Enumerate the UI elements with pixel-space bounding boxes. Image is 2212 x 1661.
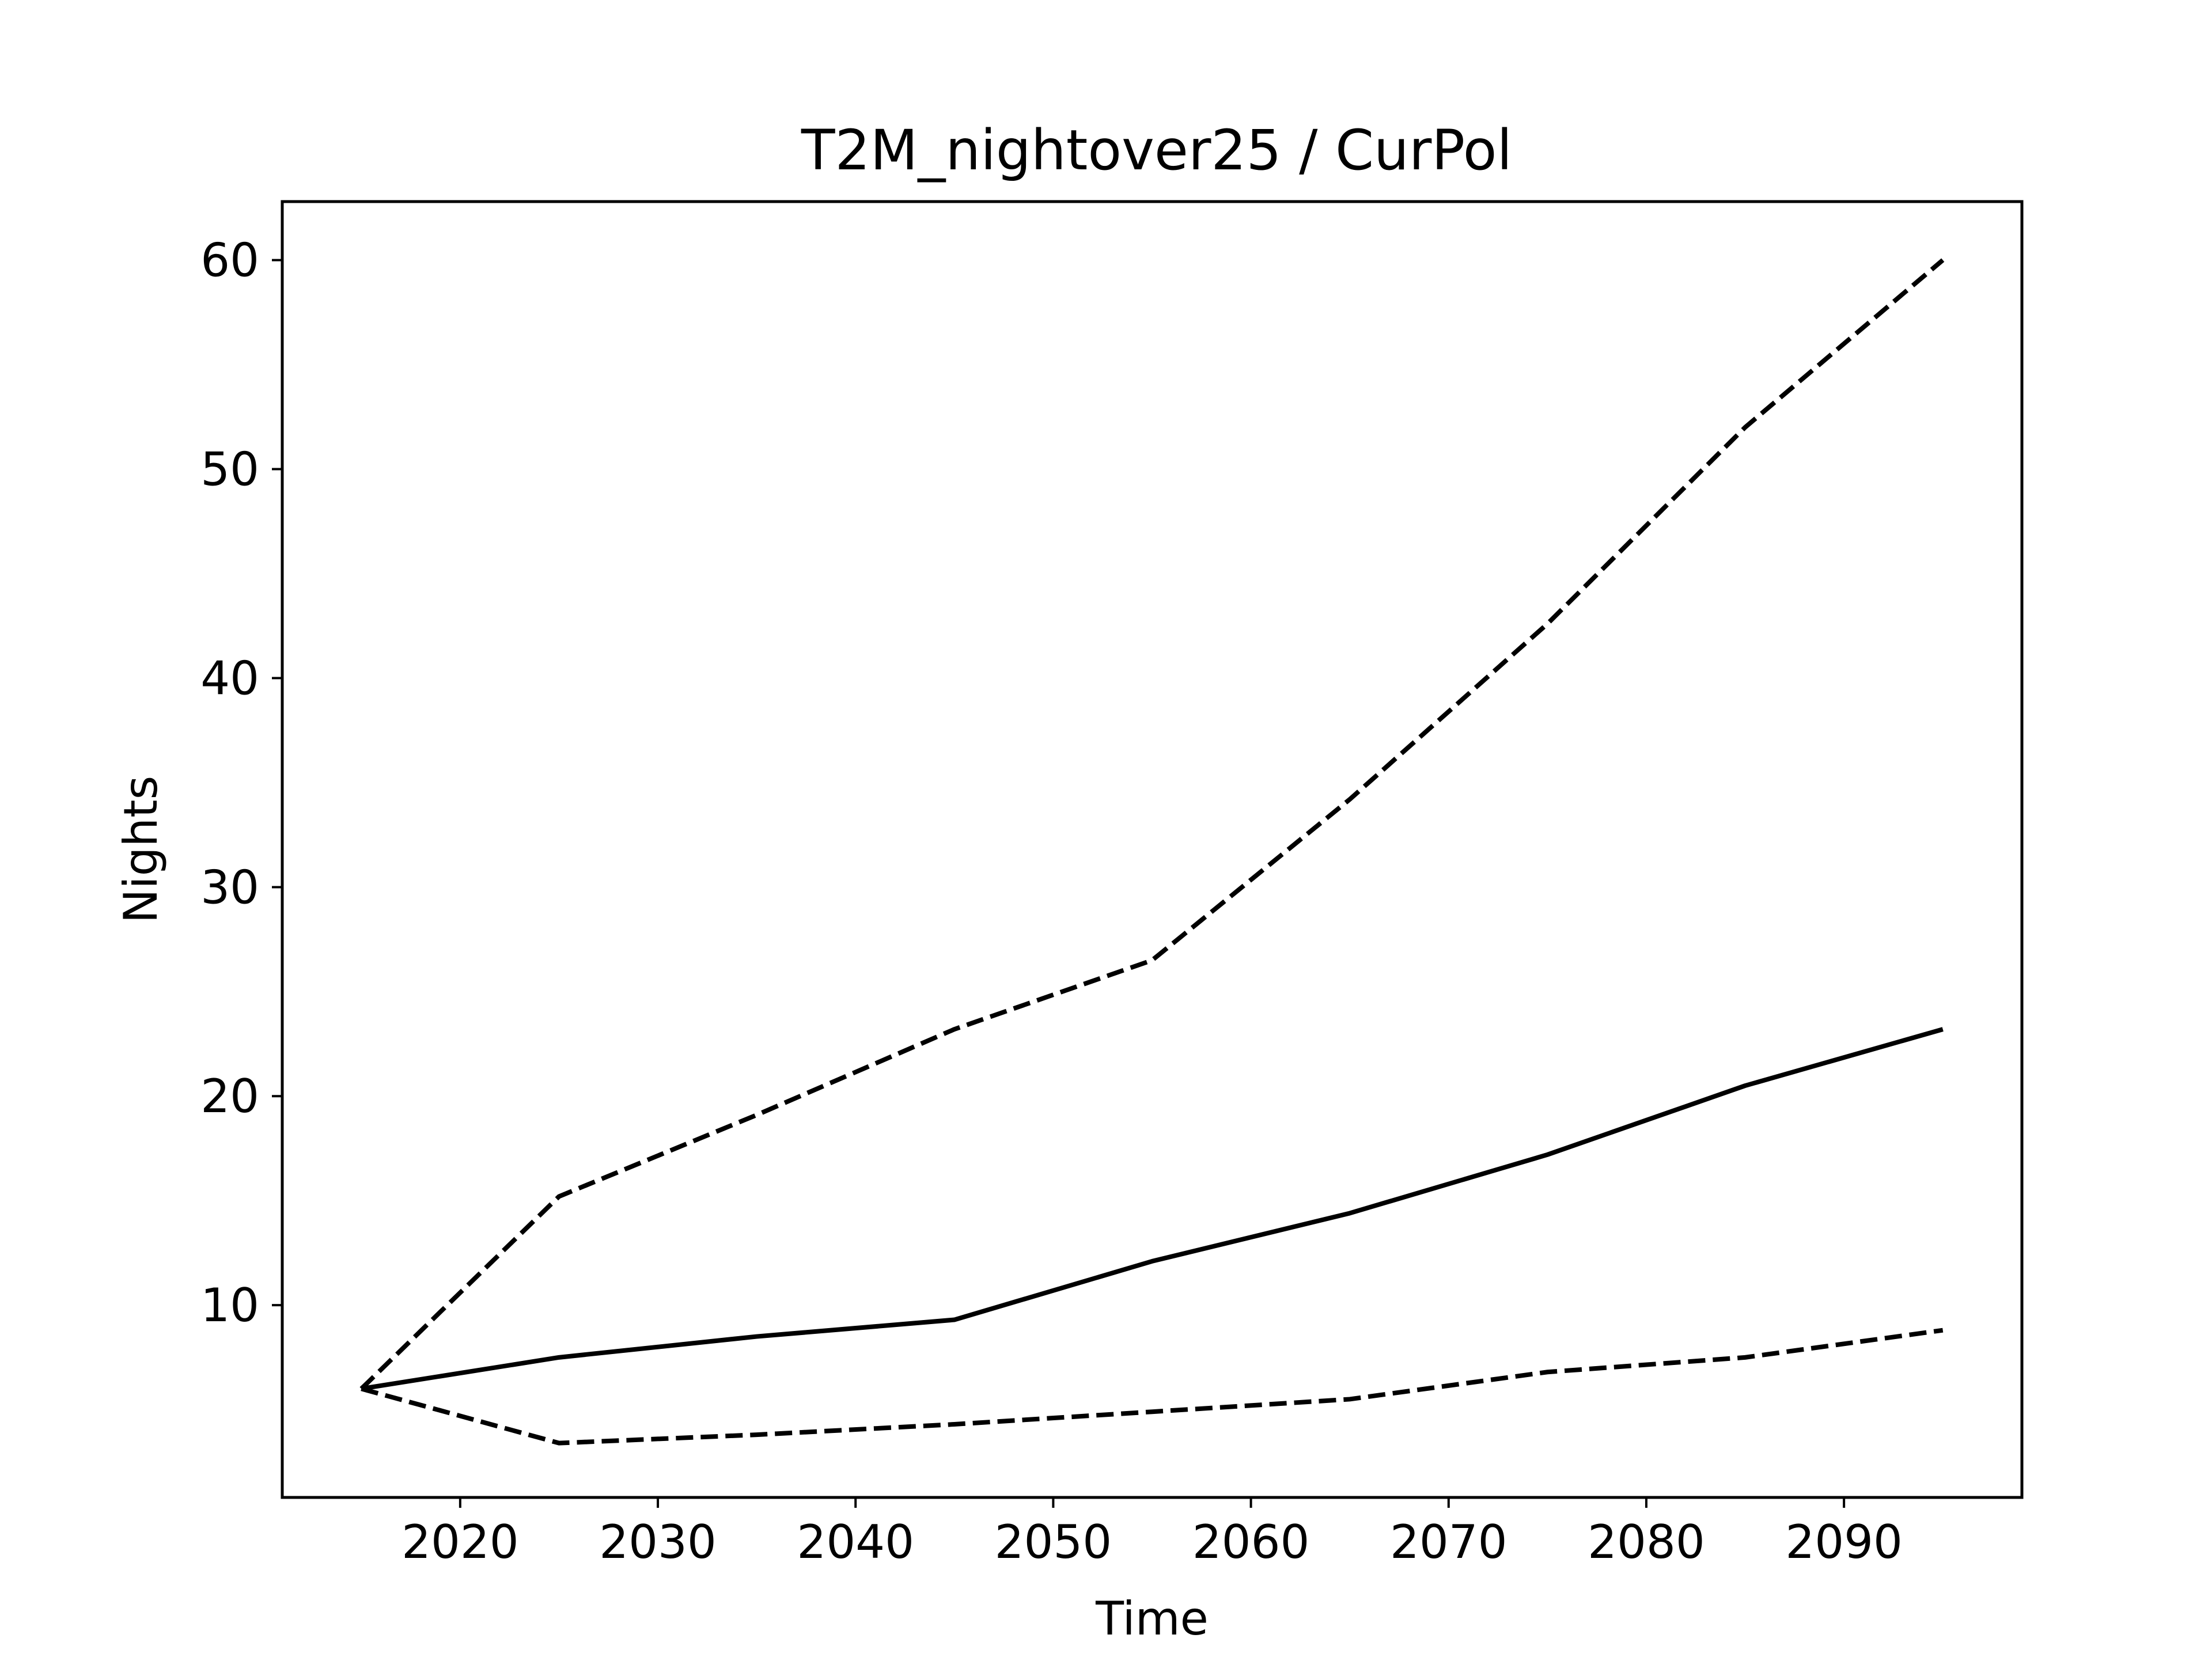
x-tick-label: 2070 bbox=[1390, 1515, 1508, 1569]
x-axis: 2020 2030 2040 2050 2060 2070 2080 2090 bbox=[402, 1497, 1903, 1569]
x-tick-label: 2090 bbox=[1785, 1515, 1903, 1569]
series-line-1 bbox=[359, 258, 1945, 1391]
y-tick-label: 20 bbox=[200, 1070, 259, 1123]
y-tick-label: 40 bbox=[200, 651, 259, 705]
y-axis: 10 20 30 40 50 60 bbox=[200, 234, 282, 1332]
x-tick-label: 2060 bbox=[1192, 1515, 1310, 1569]
chart-title: T2M_nightover25 / CurPol bbox=[801, 118, 1512, 183]
x-tick-label: 2050 bbox=[995, 1515, 1112, 1569]
y-tick-label: 60 bbox=[200, 234, 259, 287]
x-axis-label: Time bbox=[1095, 1592, 1209, 1645]
x-tick-label: 2030 bbox=[599, 1515, 717, 1569]
y-tick-label: 10 bbox=[200, 1279, 259, 1332]
y-axis-label: Nights bbox=[114, 776, 168, 924]
x-tick-label: 2040 bbox=[797, 1515, 914, 1569]
y-tick-label: 30 bbox=[200, 860, 259, 914]
plot-frame bbox=[281, 200, 2024, 1499]
x-tick-label: 2080 bbox=[1588, 1515, 1705, 1569]
plot-area bbox=[359, 258, 1945, 1446]
x-tick-label: 2020 bbox=[402, 1515, 519, 1569]
series-line-3 bbox=[361, 1328, 1944, 1446]
y-tick-label: 50 bbox=[200, 443, 259, 496]
series-line-2 bbox=[361, 1027, 1944, 1391]
